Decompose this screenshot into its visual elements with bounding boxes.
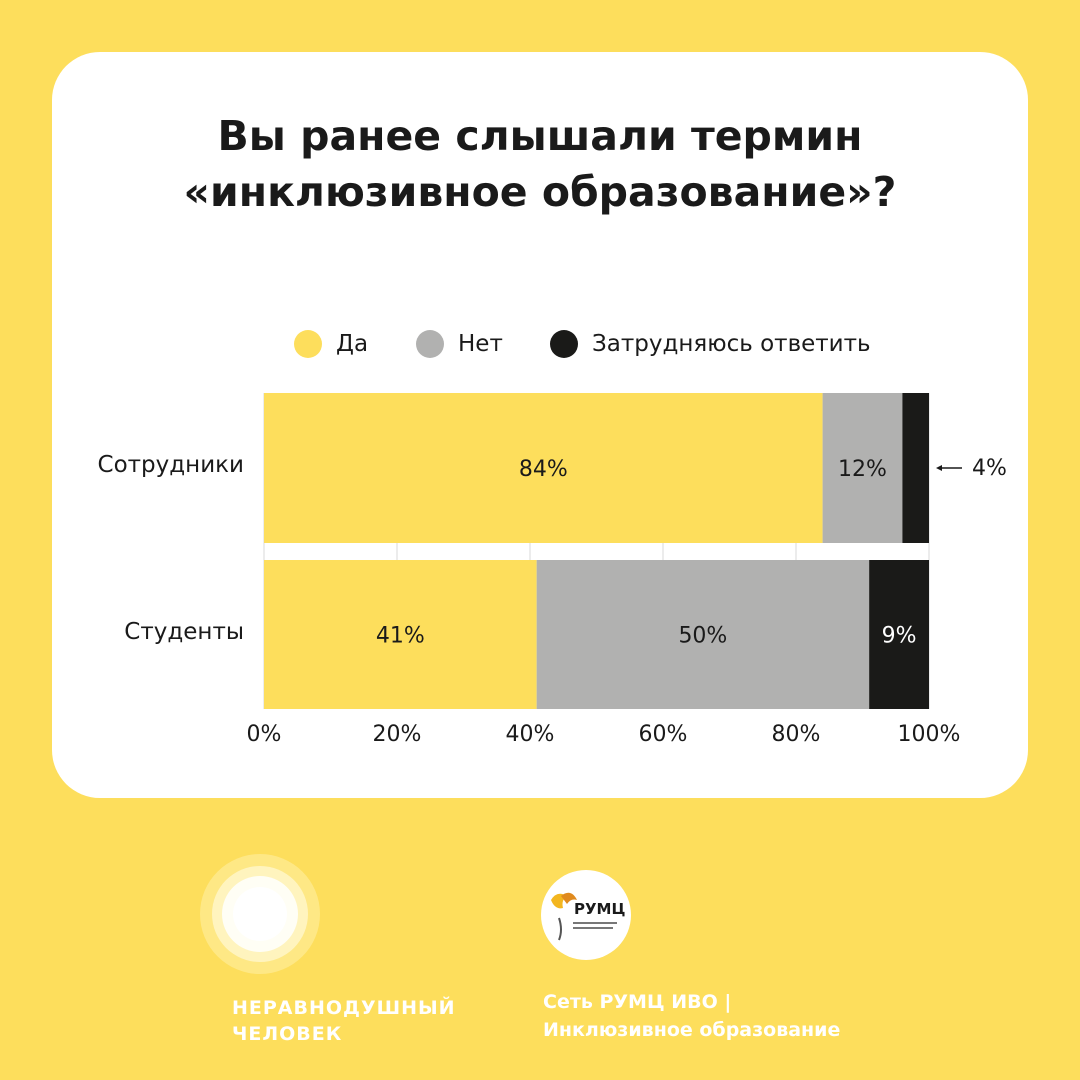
x-tick-label: 40% — [506, 722, 555, 747]
footer-brand-right-line-1: Сеть РУМЦ ИВО | — [543, 991, 732, 1013]
bar-unsure — [869, 560, 929, 709]
bar-yes — [264, 393, 823, 543]
legend-label-yes: Да — [336, 331, 369, 357]
x-tick-label: 60% — [639, 722, 688, 747]
rumc-logo-line — [573, 927, 613, 929]
annotation-arrowhead — [936, 465, 942, 471]
x-tick-label: 80% — [772, 722, 821, 747]
data-label: 9% — [882, 624, 917, 649]
bar-no — [822, 393, 903, 543]
data-label: 84% — [519, 457, 568, 482]
legend-item-unsure: Затрудняюсь ответить — [550, 326, 871, 362]
annotation-label: 4% — [972, 456, 1007, 481]
footer-brand-left-line-1: НЕРАВНОДУШНЫЙ — [232, 997, 456, 1019]
x-tick-label: 100% — [898, 722, 961, 747]
data-label: 41% — [376, 624, 425, 649]
chart-title-line-1: Вы ранее слышали термин — [217, 112, 863, 160]
chart-title: Вы ранее слышали термин «инклюзивное обр… — [0, 108, 1080, 220]
x-tick-label: 0% — [247, 722, 282, 747]
category-label-students: Студенты — [124, 619, 244, 645]
footer-brand-left-line-2: ЧЕЛОВЕК — [232, 1023, 343, 1045]
legend-swatch-yes — [294, 330, 322, 358]
legend-item-yes: Да — [294, 326, 368, 362]
chart-legend: Да Нет Затрудняюсь ответить — [0, 326, 1080, 362]
sun-logo-icon — [200, 854, 320, 974]
chart-title-line-2: «инклюзивное образование»? — [183, 168, 897, 216]
data-label: 50% — [678, 624, 727, 649]
legend-swatch-unsure — [550, 330, 578, 358]
rumc-emblem-icon — [551, 892, 577, 941]
x-tick-label: 20% — [373, 722, 422, 747]
category-label-staff: Сотрудники — [97, 452, 244, 478]
data-label: 12% — [838, 457, 887, 482]
footer-brand-right-line-2: Инклюзивное образование — [543, 1019, 841, 1041]
bar-yes — [264, 560, 537, 709]
bar-no — [536, 560, 870, 709]
rumc-logo: РУМЦ — [541, 870, 631, 960]
legend-item-no: Нет — [416, 326, 503, 362]
legend-label-unsure: Затрудняюсь ответить — [592, 331, 871, 357]
legend-swatch-no — [416, 330, 444, 358]
rumc-logo-text: РУМЦ — [574, 900, 626, 918]
footer-brand-left: НЕРАВНОДУШНЫЙ ЧЕЛОВЕК — [232, 995, 456, 1047]
bar-unsure — [902, 393, 929, 543]
legend-label-no: Нет — [458, 331, 503, 357]
rumc-logo-line — [573, 922, 617, 924]
footer-brand-right: Сеть РУМЦ ИВО | Инклюзивное образование — [543, 988, 840, 1044]
